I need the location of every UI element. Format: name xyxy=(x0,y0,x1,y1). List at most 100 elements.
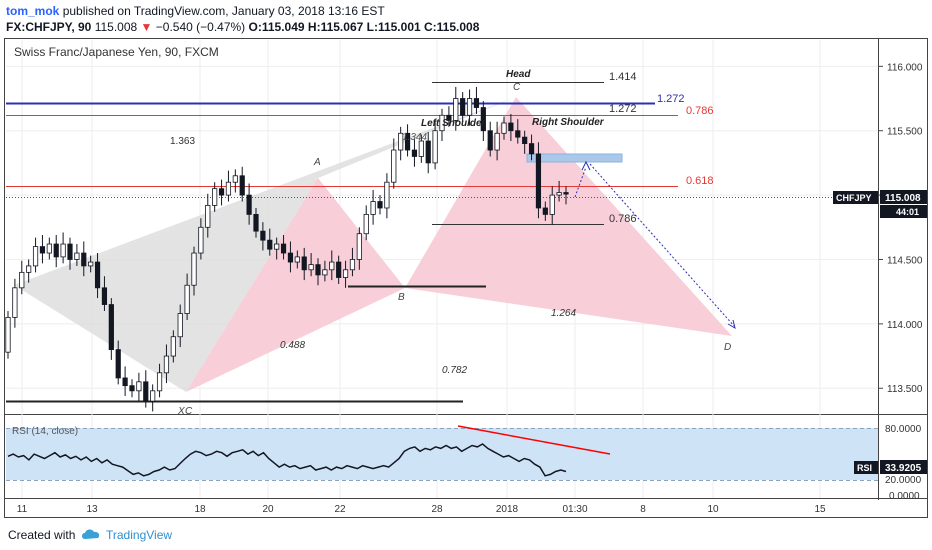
projection-up-line xyxy=(574,166,587,198)
candle-body xyxy=(218,188,225,196)
candle-body xyxy=(453,98,459,121)
right-shoulder-zone xyxy=(526,153,623,163)
rsi-tick-80: 80.0000 xyxy=(885,424,922,435)
candle-body xyxy=(432,130,438,164)
candle-body xyxy=(391,149,397,183)
time-tick-label: 8 xyxy=(640,504,646,515)
change-arrow-icon: ▼ xyxy=(140,20,153,34)
price-tick-label: 116.000 xyxy=(887,62,923,73)
candle-body xyxy=(143,381,149,402)
fib-1414-label: 1.414 xyxy=(609,71,637,83)
candle-body xyxy=(177,313,183,338)
candle-body xyxy=(480,107,486,132)
candle-body xyxy=(287,252,294,263)
candle-body xyxy=(115,349,121,379)
ratio-1264: 1.264 xyxy=(551,308,576,319)
publish-info: tom_mok published on TradingView.com, Ja… xyxy=(6,4,385,18)
candle-body xyxy=(163,355,170,374)
candle-body xyxy=(466,98,473,116)
candle-body xyxy=(315,264,321,276)
candlestick-series xyxy=(5,86,569,412)
time-tick-label: 15 xyxy=(814,504,826,515)
candle-body xyxy=(384,181,390,209)
candle-body xyxy=(39,246,46,254)
price-axis[interactable]: 116.000115.500115.000114.500114.000113.5… xyxy=(878,62,923,395)
time-tick-label: 2018 xyxy=(496,504,519,515)
ohlc-values: O:115.049 H:115.067 L:115.001 C:115.008 xyxy=(248,20,480,34)
candle-body xyxy=(542,207,548,215)
projection-down-arrowhead xyxy=(727,319,736,330)
candle-body xyxy=(515,130,521,138)
candle-body xyxy=(308,264,314,271)
time-tick-label: 10 xyxy=(707,504,719,515)
candle-body xyxy=(108,304,114,351)
candle-body xyxy=(136,381,142,392)
candle-body xyxy=(404,132,411,151)
projection-down-line xyxy=(589,163,735,327)
candle-body xyxy=(267,239,273,250)
xabcd-gray-triangle-xac xyxy=(14,178,318,392)
price-tick-label: 115.500 xyxy=(887,127,923,138)
candle-body xyxy=(184,284,190,314)
candle-body xyxy=(191,252,197,286)
candle-body xyxy=(150,390,156,402)
symbol-info: FX:CHFJPY, 90 115.008 ▼ −0.540 (−0.47%) … xyxy=(6,20,479,34)
point-a-label: A xyxy=(313,157,321,168)
rsi-name-tag-bg xyxy=(854,461,878,474)
last-price-tag: 115.008 xyxy=(885,193,921,204)
created-with-label: Created with xyxy=(8,528,76,542)
candle-body xyxy=(53,243,59,258)
candle-body xyxy=(205,204,211,228)
candle-body xyxy=(225,181,232,196)
candle-body xyxy=(19,271,25,289)
ratio-1363: 1.363 xyxy=(170,136,195,147)
candle-body xyxy=(522,136,528,144)
symbol-tag-text: CHFJPY xyxy=(836,193,872,203)
gray-triangle-head xyxy=(14,97,516,285)
author-link[interactable]: tom_mok xyxy=(6,4,60,18)
candle-body xyxy=(563,192,569,195)
last-price-header: 115.008 xyxy=(94,20,138,34)
point-d-label: D xyxy=(724,342,731,353)
candle-body xyxy=(232,175,238,183)
candle-body xyxy=(253,214,259,232)
tradingview-brand-link[interactable]: TradingView xyxy=(106,528,173,542)
time-axis[interactable]: 11 13 18 20 22 28 2018 01:30 8 10 15 xyxy=(17,504,826,515)
fib-0618-label: 0.618 xyxy=(686,175,714,187)
candle-body xyxy=(46,243,52,254)
candle-body xyxy=(494,132,500,151)
ratio-0488: 0.488 xyxy=(280,340,305,351)
candle-body xyxy=(5,317,11,353)
fib-0786-label: 0.786 xyxy=(609,213,637,225)
rsi-label: RSI (14, close) xyxy=(12,426,78,437)
fib-0786-red-label: 0.786 xyxy=(686,105,714,117)
last-price-tag-bg xyxy=(880,190,927,204)
candle-body xyxy=(122,377,128,387)
price-chart[interactable]: Head Left Shoulder Right Shoulder A B C … xyxy=(0,0,932,518)
symbol-tag-bg xyxy=(833,191,878,204)
price-tick-label: 114.000 xyxy=(887,320,923,331)
price-tick-label: 114.500 xyxy=(887,255,923,266)
candle-body xyxy=(101,287,108,305)
candle-body xyxy=(439,114,445,132)
candle-body xyxy=(156,372,163,392)
candle-body xyxy=(411,149,418,157)
footer: Created with TradingView xyxy=(0,518,932,550)
pink-triangle-bcd xyxy=(405,97,732,336)
candle-body xyxy=(535,153,542,209)
candle-body xyxy=(301,256,307,271)
candle-body xyxy=(170,336,176,357)
candle-body xyxy=(26,265,32,273)
candle-body xyxy=(508,122,514,132)
symbol-interval: FX:CHFJPY, 90 xyxy=(6,20,92,34)
candle-body xyxy=(528,143,535,155)
ratio-0782: 0.782 xyxy=(442,365,467,376)
rsi-tick-0: 0.0000 xyxy=(889,491,920,502)
point-c-label: C xyxy=(513,82,521,93)
rsi-value-tag: 33.9205 xyxy=(885,463,922,474)
time-tick-label: 01:30 xyxy=(562,504,587,515)
candle-body xyxy=(377,201,383,209)
fib-1272-blue-label: 1.272 xyxy=(657,93,685,105)
candle-body xyxy=(246,194,252,215)
candle-body xyxy=(12,287,18,318)
